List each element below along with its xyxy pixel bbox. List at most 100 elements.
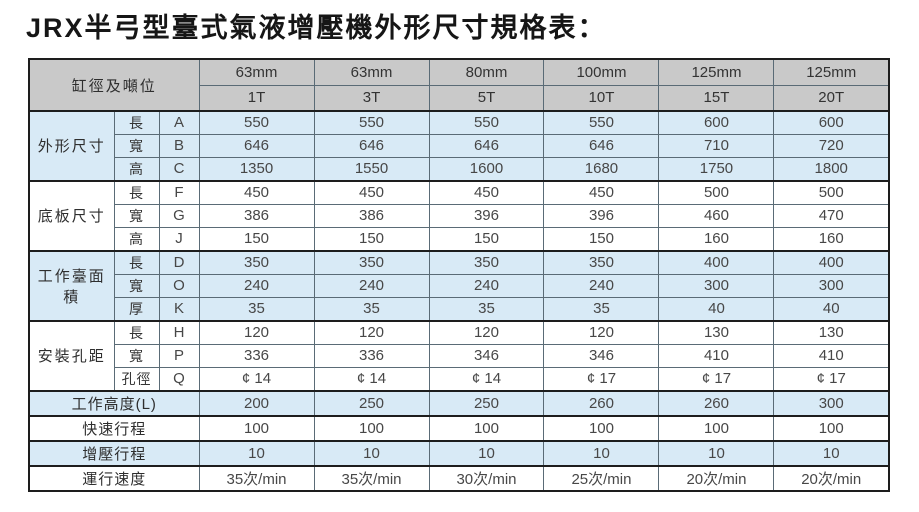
tonnage-header-cell: 5T [428,84,545,112]
value-cell: 646 [543,133,660,158]
value-cell: 450 [313,180,430,205]
value-cell: 336 [313,343,430,368]
dim-label: 寬 [113,273,160,298]
row-pressurized-stroke: 增壓行程 10 10 10 10 10 10 [28,440,890,467]
value-cell: 160 [773,226,890,252]
value-cell: 35次/min [313,465,430,492]
dim-code: F [158,180,200,205]
value-cell: 200 [198,389,315,417]
value-cell: 100 [543,415,660,442]
value-cell: 1550 [313,156,430,182]
value-cell: 240 [428,273,545,298]
value-cell: 300 [773,273,890,298]
footer-row-label: 工作高度(L) [28,389,200,417]
value-cell: 450 [543,180,660,205]
dim-code: C [158,156,200,182]
row-fast-stroke: 快速行程 100 100 100 100 100 100 [28,415,890,442]
dim-label: 寬 [113,133,160,158]
table-row: 外形尺寸 長 A 550 550 550 550 600 600 [28,110,890,182]
dim-code: D [158,250,200,275]
value-cell: 150 [428,226,545,252]
group-label: 外形尺寸 [28,110,115,182]
value-cell: 350 [543,250,660,275]
value-cell: 386 [198,203,315,228]
value-cell: 10 [198,440,315,467]
dim-code: A [158,110,200,135]
value-cell: 1750 [658,156,775,182]
value-cell: 350 [428,250,545,275]
table-row: 安裝孔距 長 H 120 120 120 120 130 130 [28,320,890,391]
dim-code: H [158,320,200,345]
table-row: 底板尺寸 長 F 450 450 450 450 500 500 [28,180,890,252]
value-cell: 550 [198,110,315,135]
dim-label: 長 [113,250,160,275]
value-cell: 100 [428,415,545,442]
value-cell: 10 [313,440,430,467]
spec-table: 缸徑及噸位 63mm 63mm 80mm 100mm 125mm 125mm 1… [28,58,890,492]
value-cell: 35次/min [198,465,315,492]
value-cell: 1800 [773,156,890,182]
table-row: 寬 O 240 240 240 240 300 300 [29,273,890,298]
value-cell: 646 [198,133,315,158]
value-cell: 120 [428,320,545,345]
value-cell: 35 [543,296,660,322]
header-row-bore: 缸徑及噸位 63mm 63mm 80mm 100mm 125mm 125mm [28,58,890,112]
value-cell: 1600 [428,156,545,182]
table-row: 工作臺面積 長 D 350 350 350 350 400 400 [28,250,890,322]
table-header: 缸徑及噸位 63mm 63mm 80mm 100mm 125mm 125mm 1… [28,58,890,112]
group-label: 工作臺面積 [28,250,115,322]
value-cell: 646 [428,133,545,158]
value-cell: 396 [543,203,660,228]
tonnage-header-cell: 10T [543,84,660,112]
value-cell: 100 [313,415,430,442]
value-cell: 10 [773,440,890,467]
value-cell: 400 [773,250,890,275]
value-cell: 450 [428,180,545,205]
footer-row-label: 增壓行程 [28,440,200,467]
row-operating-speed: 運行速度 35次/min 35次/min 30次/min 25次/min 20次… [28,465,890,492]
value-cell: 100 [773,415,890,442]
value-cell: ¢ 17 [773,366,890,392]
value-cell: 120 [313,320,430,345]
value-cell: 500 [658,180,775,205]
value-cell: ¢ 14 [428,366,545,392]
value-cell: 35 [198,296,315,322]
table-row: 高 J 150 150 150 150 160 160 [29,226,890,252]
value-cell: ¢ 14 [313,366,430,392]
value-cell: 250 [313,389,430,417]
value-cell: 646 [313,133,430,158]
tonnage-header-cell: 1T [198,84,315,112]
value-cell: 20次/min [658,465,775,492]
table-row: 增壓行程 10 10 10 10 10 10 [28,440,890,467]
value-cell: 600 [773,110,890,135]
value-cell: 260 [658,389,775,417]
value-cell: 150 [198,226,315,252]
tonnage-header-cell: 20T [773,84,890,112]
group-mounting-hole-distance: 安裝孔距 長 H 120 120 120 120 130 130 寬 P 336… [28,320,890,392]
dim-code: J [158,226,200,252]
value-cell: ¢ 17 [543,366,660,392]
value-cell: 130 [658,320,775,345]
footer-row-label: 運行速度 [28,465,200,492]
table-row: 快速行程 100 100 100 100 100 100 [28,415,890,442]
dim-label: 高 [113,226,160,252]
value-cell: 346 [543,343,660,368]
dim-code: O [158,273,200,298]
value-cell: 35 [428,296,545,322]
value-cell: 300 [658,273,775,298]
value-cell: 10 [428,440,545,467]
value-cell: 100 [658,415,775,442]
value-cell: 720 [773,133,890,158]
group-label: 底板尺寸 [28,180,115,252]
value-cell: 350 [313,250,430,275]
value-cell: 336 [198,343,315,368]
value-cell: 150 [543,226,660,252]
value-cell: ¢ 14 [198,366,315,392]
dim-label: 高 [113,156,160,182]
value-cell: 410 [773,343,890,368]
dim-label: 長 [113,320,160,345]
value-cell: 410 [658,343,775,368]
footer-row-label: 快速行程 [28,415,200,442]
value-cell: 710 [658,133,775,158]
